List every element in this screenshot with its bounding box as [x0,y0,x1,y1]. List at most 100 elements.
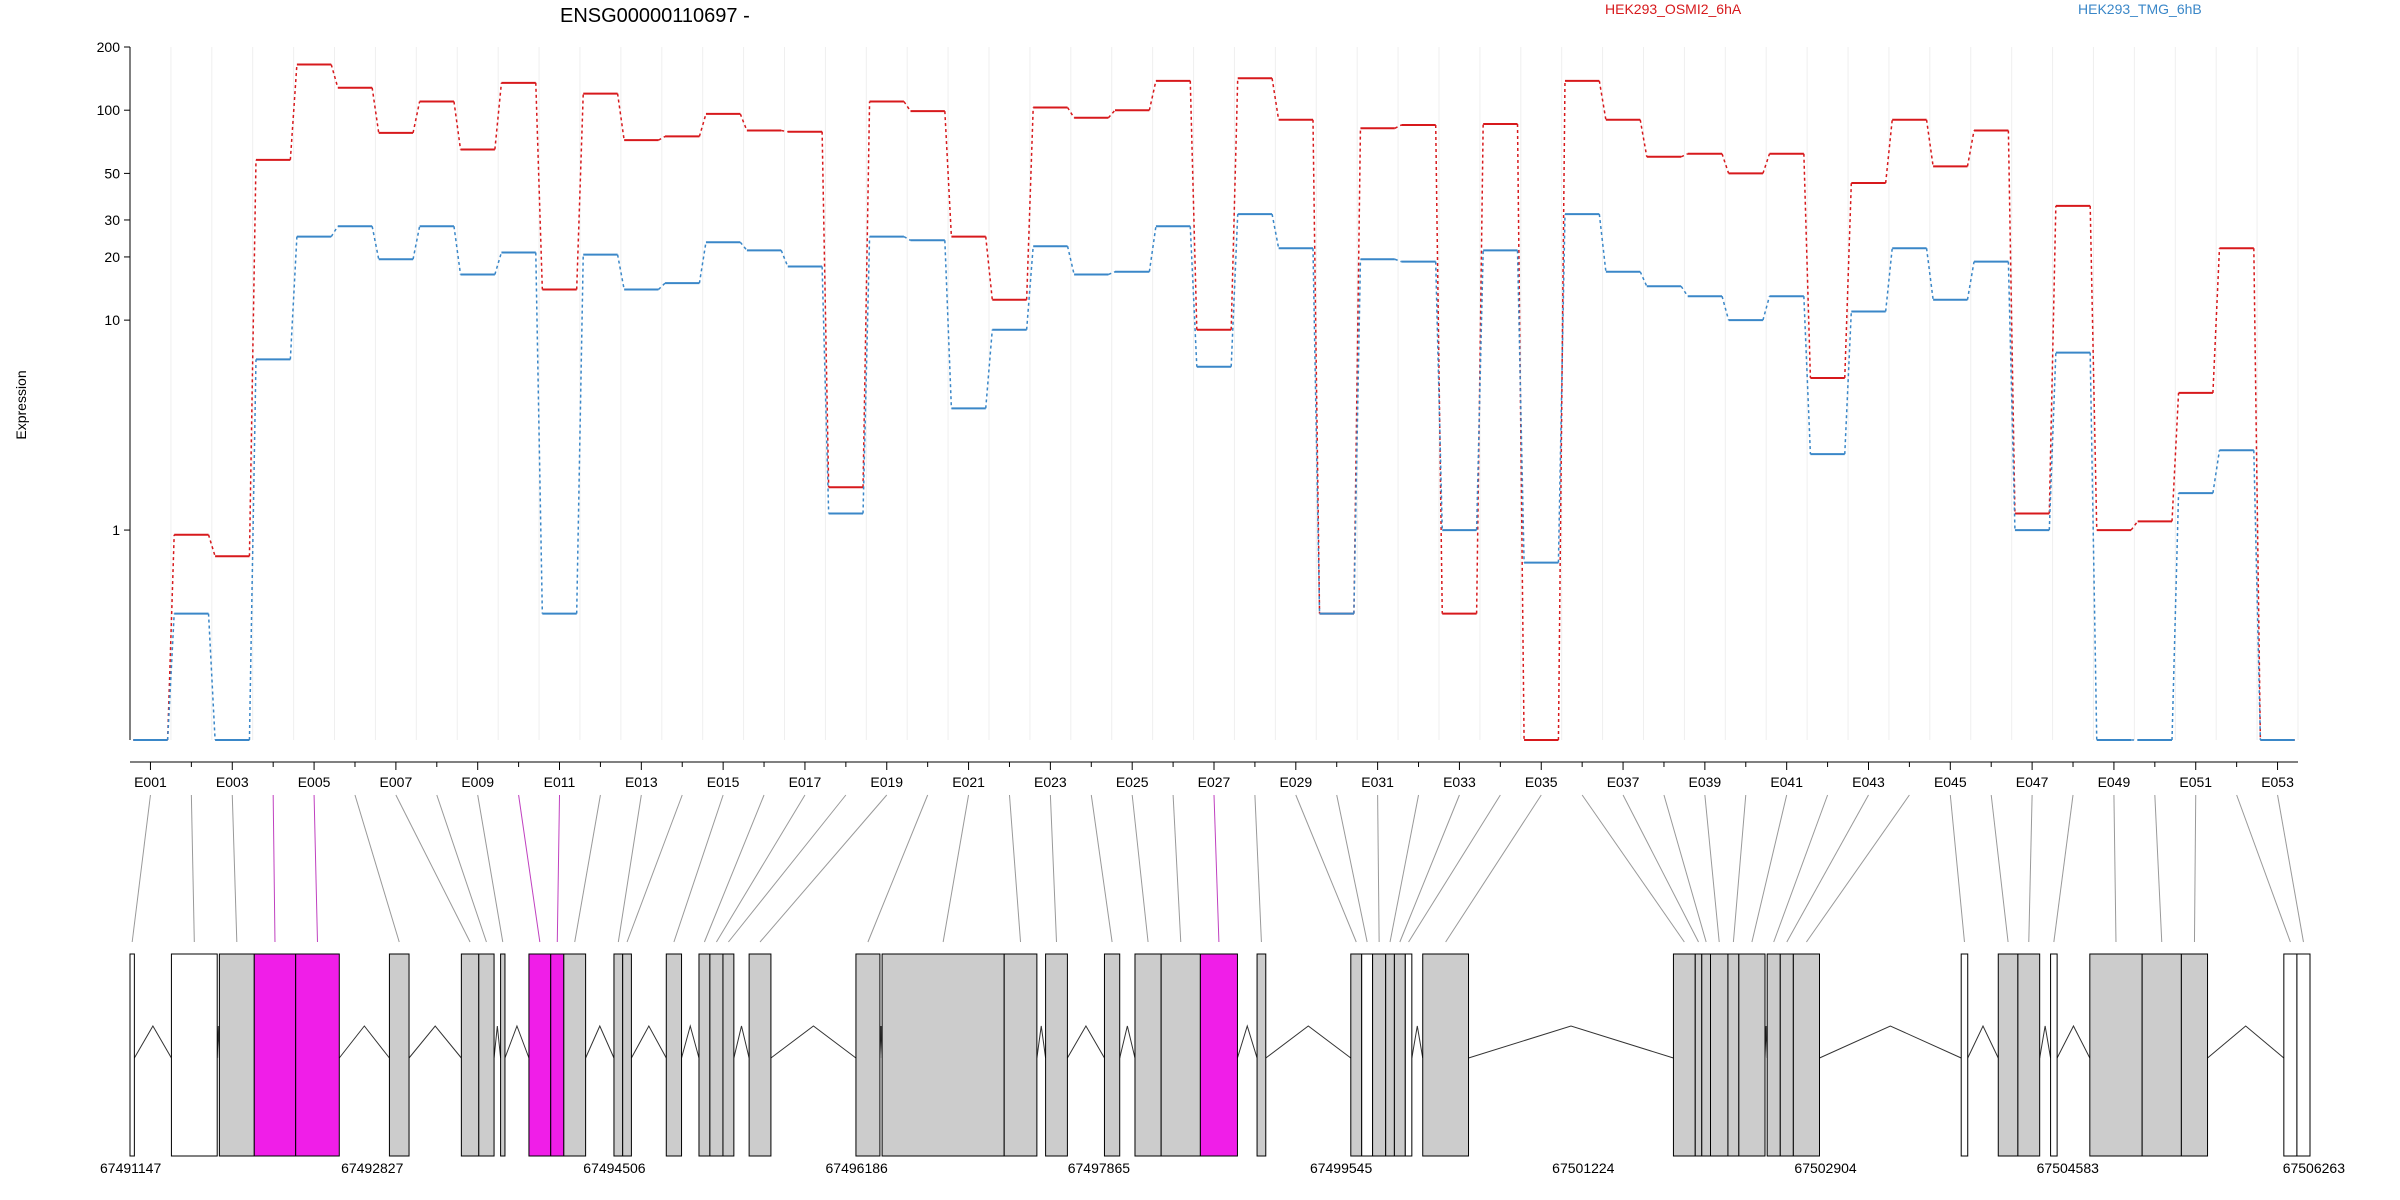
connector-E013 [617,794,642,943]
x-tick-label: E031 [1361,774,1394,790]
y-axis-label: Expression [13,370,29,439]
legend-entry-series-1: HEK293_OSMI2_6hA [1605,1,1742,17]
x-tick-label: E021 [952,774,985,790]
connector-E044 [1806,794,1910,943]
x-tick-label: E039 [1689,774,1722,790]
y-tick-label: 30 [104,212,120,228]
intron-line [1819,1025,1962,1059]
intron-line [1967,1024,1999,1059]
intron-line [408,1025,462,1059]
connector-E004 [272,794,276,943]
x-tick-label: E049 [2098,774,2131,790]
intron-line [2207,1025,2285,1059]
exon-box-E034 [1404,953,1413,1157]
connector-E016 [703,794,765,943]
connector-E018 [728,794,847,943]
intron-line [770,1025,857,1059]
y-tick-label: 10 [104,312,120,328]
x-tick-label: E033 [1443,774,1476,790]
exon-box-E030 [1361,953,1374,1157]
exon-box-E004 [253,953,297,1157]
connector-E006 [354,794,400,943]
exon-box-E031 [1372,953,1387,1157]
exon-box-E048 [2050,953,2058,1157]
x-tick-label: E047 [2016,774,2049,790]
connector-E008 [436,794,487,943]
exon-box-E010 [528,953,552,1157]
x-tick-label: E011 [544,774,576,790]
connector-E024 [1090,794,1113,943]
connector-E009 [477,794,504,943]
connector-E052 [2236,794,2291,943]
y-tick-label: 200 [97,39,121,55]
exon-box-E001 [129,953,135,1157]
intron-line [1066,1025,1105,1059]
x-tick-label: E053 [2261,774,2294,790]
connector-E033 [1399,794,1460,943]
exon-box-E040 [1727,953,1740,1157]
x-tick-label: E003 [216,774,249,790]
exon-box-E022 [1003,953,1038,1157]
connector-E050 [2154,794,2163,943]
vertical-grid [129,47,2299,740]
exon-box-E029 [1350,953,1363,1157]
exon-box-E046 [1997,953,2019,1157]
series-lines [133,63,2295,741]
intron-line [1236,1024,1258,1059]
connector-E007 [395,794,471,943]
exon-box-E017 [709,953,724,1157]
exon-box-E028 [1256,953,1267,1157]
coordinate-label: 67504583 [2037,1160,2100,1176]
intron-line [585,1024,615,1059]
connector-E031 [1377,794,1380,943]
coordinate-label: 67497865 [1068,1160,1131,1176]
exon-box-E025 [1134,953,1162,1157]
coordinate-label: 67492827 [341,1160,404,1176]
exon-box-E005 [295,953,340,1157]
connector-E043 [1786,794,1869,943]
gene-model-track [129,953,2311,1157]
exon-box-E052 [2283,953,2298,1157]
x-tick-label: E013 [625,774,658,790]
connector-E014 [626,794,683,943]
exon-box-E041 [1738,953,1766,1157]
x-tick-label: E051 [2179,774,2212,790]
series-HEK293_TMG_6hB [133,213,2295,741]
connector-E017 [715,794,806,943]
exon-box-E008 [478,953,495,1157]
connector-E002 [190,794,195,943]
exon-box-E020 [855,953,881,1157]
connector-E053 [2277,794,2304,943]
intron-line [1468,1025,1674,1059]
connector-E023 [1049,794,1057,943]
connector-E046 [1990,794,2009,943]
intron-line [133,1025,172,1059]
exon-box-E019 [748,953,772,1157]
exon-box-E043 [1779,953,1794,1157]
coordinate-label: 67501224 [1552,1160,1615,1176]
exon-box-E038 [1701,953,1712,1157]
exon-box-E002 [170,953,218,1157]
exon-box-E027 [1199,953,1238,1157]
x-tick-label: E027 [1198,774,1231,790]
x-tick-label: E005 [298,774,331,790]
x-tick-label: E041 [1770,774,1803,790]
intron-line [630,1024,667,1059]
exon-box-E006 [388,953,410,1157]
coordinate-label: 67506263 [2283,1160,2346,1176]
x-tick-label: E025 [1116,774,1149,790]
connector-E025 [1131,794,1149,943]
exon-box-E023 [1045,953,1068,1157]
exon-box-E003 [218,953,255,1157]
exon-box-E045 [1960,953,1969,1157]
intron-line [681,1024,700,1059]
y-tick-label: 1 [112,522,120,538]
exon-box-E042 [1766,953,1781,1157]
exon-box-E053 [2296,953,2311,1157]
intron-line [733,1025,750,1059]
connector-E035 [1445,794,1542,943]
exon-axis: E001 E003 E005 E007 E009 E011 E013 E015 E017 E019… [130,761,2298,790]
connector-E027 [1213,794,1220,943]
connector-E029 [1295,794,1357,943]
coordinate-label: 67494506 [583,1160,646,1176]
